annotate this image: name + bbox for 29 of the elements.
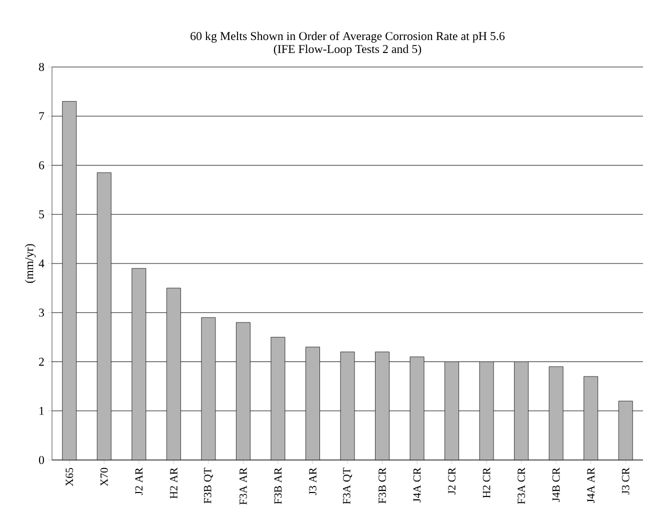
y-tick-label: 4 xyxy=(38,259,44,268)
x-tick-label: J4A AR xyxy=(587,467,595,503)
x-tick-label: F3A QT xyxy=(342,468,352,504)
chart-title: 60 kg Melts Shown in Order of Average Corrosion Rate at pH 5.6 xyxy=(190,31,505,42)
x-tick-label: F3B CR xyxy=(378,467,386,504)
x-tick-label: J3 AR xyxy=(309,467,316,495)
y-tick-label: 2 xyxy=(39,358,44,366)
y-tick-label: 1 xyxy=(40,406,44,415)
x-tick-label: H2 AR xyxy=(170,467,178,498)
x-tick-label: F3A CR xyxy=(518,467,526,504)
x-tick-label: X70 xyxy=(100,468,108,486)
x-tick-label: J2 AR xyxy=(135,467,143,495)
y-tick-label: 7 xyxy=(39,112,44,120)
x-tick-label: X65 xyxy=(66,468,74,486)
x-tick-label: F3B QT xyxy=(204,468,213,504)
y-tick-label: 3 xyxy=(39,308,44,316)
x-tick-label: J4A CR xyxy=(413,467,421,502)
y-tick-label: 8 xyxy=(38,62,44,71)
y-tick-label: 6 xyxy=(39,161,44,170)
x-tick-label: J2 CR xyxy=(448,467,456,494)
y-tick-label: 0 xyxy=(38,456,44,464)
x-tick-label: F3A AR xyxy=(240,467,247,505)
x-tick-label: H2 CR xyxy=(482,467,490,498)
x-tick-label: J3 CR xyxy=(622,467,630,494)
x-tick-label: F3B AR xyxy=(274,467,282,504)
chart-subtitle: (IFE Flow-Loop Tests 2 and 5) xyxy=(274,44,422,56)
y-axis-title: (mm/yr) xyxy=(24,244,36,283)
y-tick-label: 5 xyxy=(39,210,44,218)
x-tick-label: J4B CR xyxy=(552,467,560,502)
